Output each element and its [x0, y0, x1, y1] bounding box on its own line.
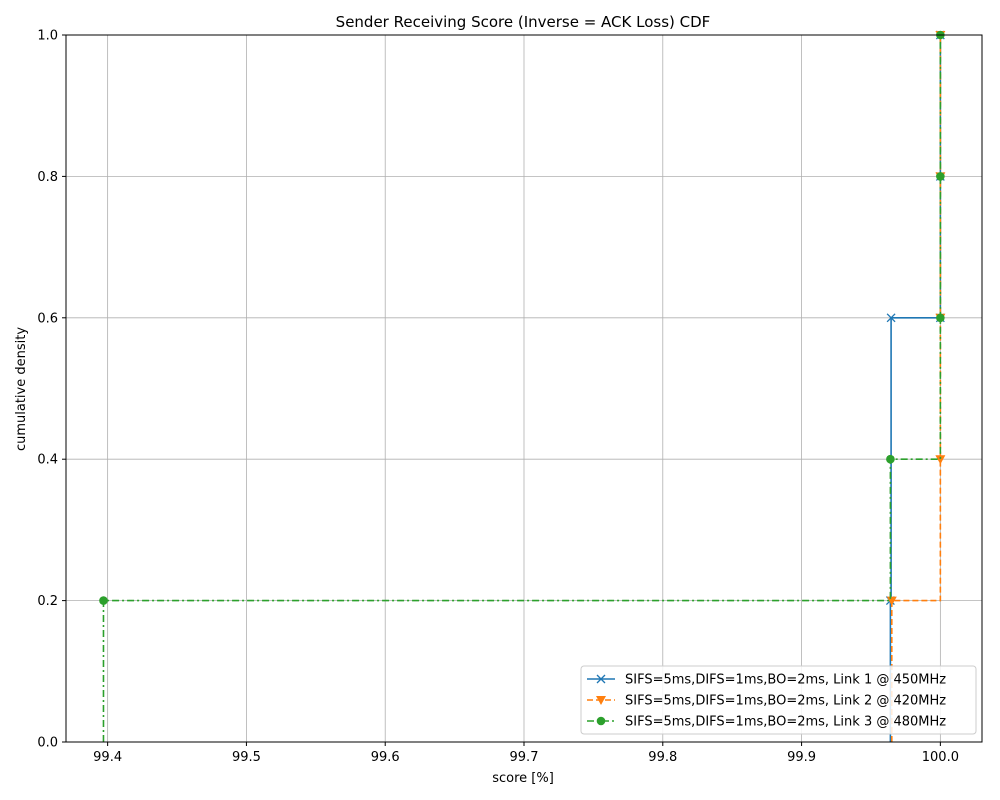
y-tick-label: 0.6	[37, 311, 58, 326]
y-tick-label: 0.8	[37, 170, 58, 185]
x-tick-label: 99.4	[93, 750, 122, 765]
series-line-link-3	[102, 35, 942, 742]
legend-entry-link-2: SIFS=5ms,DIFS=1ms,BO=2ms, Link 2 @ 420MH…	[587, 694, 946, 709]
y-axis-label: cumulative density	[14, 327, 29, 451]
legend-marker	[596, 674, 606, 684]
series-layer	[99, 30, 946, 742]
data-point-link-3	[936, 172, 945, 181]
x-tick-label: 99.6	[371, 750, 400, 765]
y-tick-label: 0.4	[37, 453, 58, 468]
x-tick-label: 100.0	[922, 750, 959, 765]
legend-entry-link-1: SIFS=5ms,DIFS=1ms,BO=2ms, Link 1 @ 450MH…	[587, 673, 946, 688]
legend-marker	[596, 716, 606, 726]
legend-label: SIFS=5ms,DIFS=1ms,BO=2ms, Link 1 @ 450MH…	[625, 673, 946, 688]
axis-ticks: 99.4 99.5 99.6 99.7 99.8 99.9 100.0 0.0 0.2 0.4 0.…	[37, 29, 959, 766]
data-point-link-3	[99, 596, 108, 605]
x-tick-label: 99.9	[787, 750, 816, 765]
y-tick-label: 0.0	[37, 736, 58, 751]
x-tick-label: 99.7	[510, 750, 539, 765]
chart-title: Sender Receiving Score (Inverse = ACK Lo…	[336, 13, 711, 31]
x-tick-label: 99.5	[232, 750, 261, 765]
y-tick-label: 0.2	[37, 594, 58, 609]
data-point-link-1	[886, 313, 896, 323]
data-point-link-3	[886, 454, 895, 464]
series-line-link-1	[889, 35, 942, 742]
legend-entry-link-3: SIFS=5ms,DIFS=1ms,BO=2ms, Link 3 @ 480MH…	[587, 715, 946, 730]
series-link-1	[885, 30, 945, 742]
x-tick-label: 99.8	[648, 750, 677, 765]
series-link-3	[99, 30, 945, 742]
x-axis-label: score [%]	[492, 771, 554, 786]
legend-label: SIFS=5ms,DIFS=1ms,BO=2ms, Link 3 @ 480MH…	[625, 715, 946, 730]
data-point-link-2	[935, 455, 946, 465]
series-link-2	[886, 31, 946, 742]
legend-box	[580, 665, 977, 735]
series-line-link-2	[890, 35, 942, 742]
legend-marker	[596, 696, 606, 705]
y-tick-label: 1.0	[37, 29, 58, 44]
legend-label: SIFS=5ms,DIFS=1ms,BO=2ms, Link 2 @ 420MH…	[625, 694, 946, 709]
legend: SIFS=5ms,DIFS=1ms,BO=2ms, Link 1 @ 450MH…	[580, 665, 977, 735]
data-point-link-2	[886, 596, 897, 606]
data-point-link-3	[936, 313, 945, 323]
grid-lines	[66, 34, 982, 743]
